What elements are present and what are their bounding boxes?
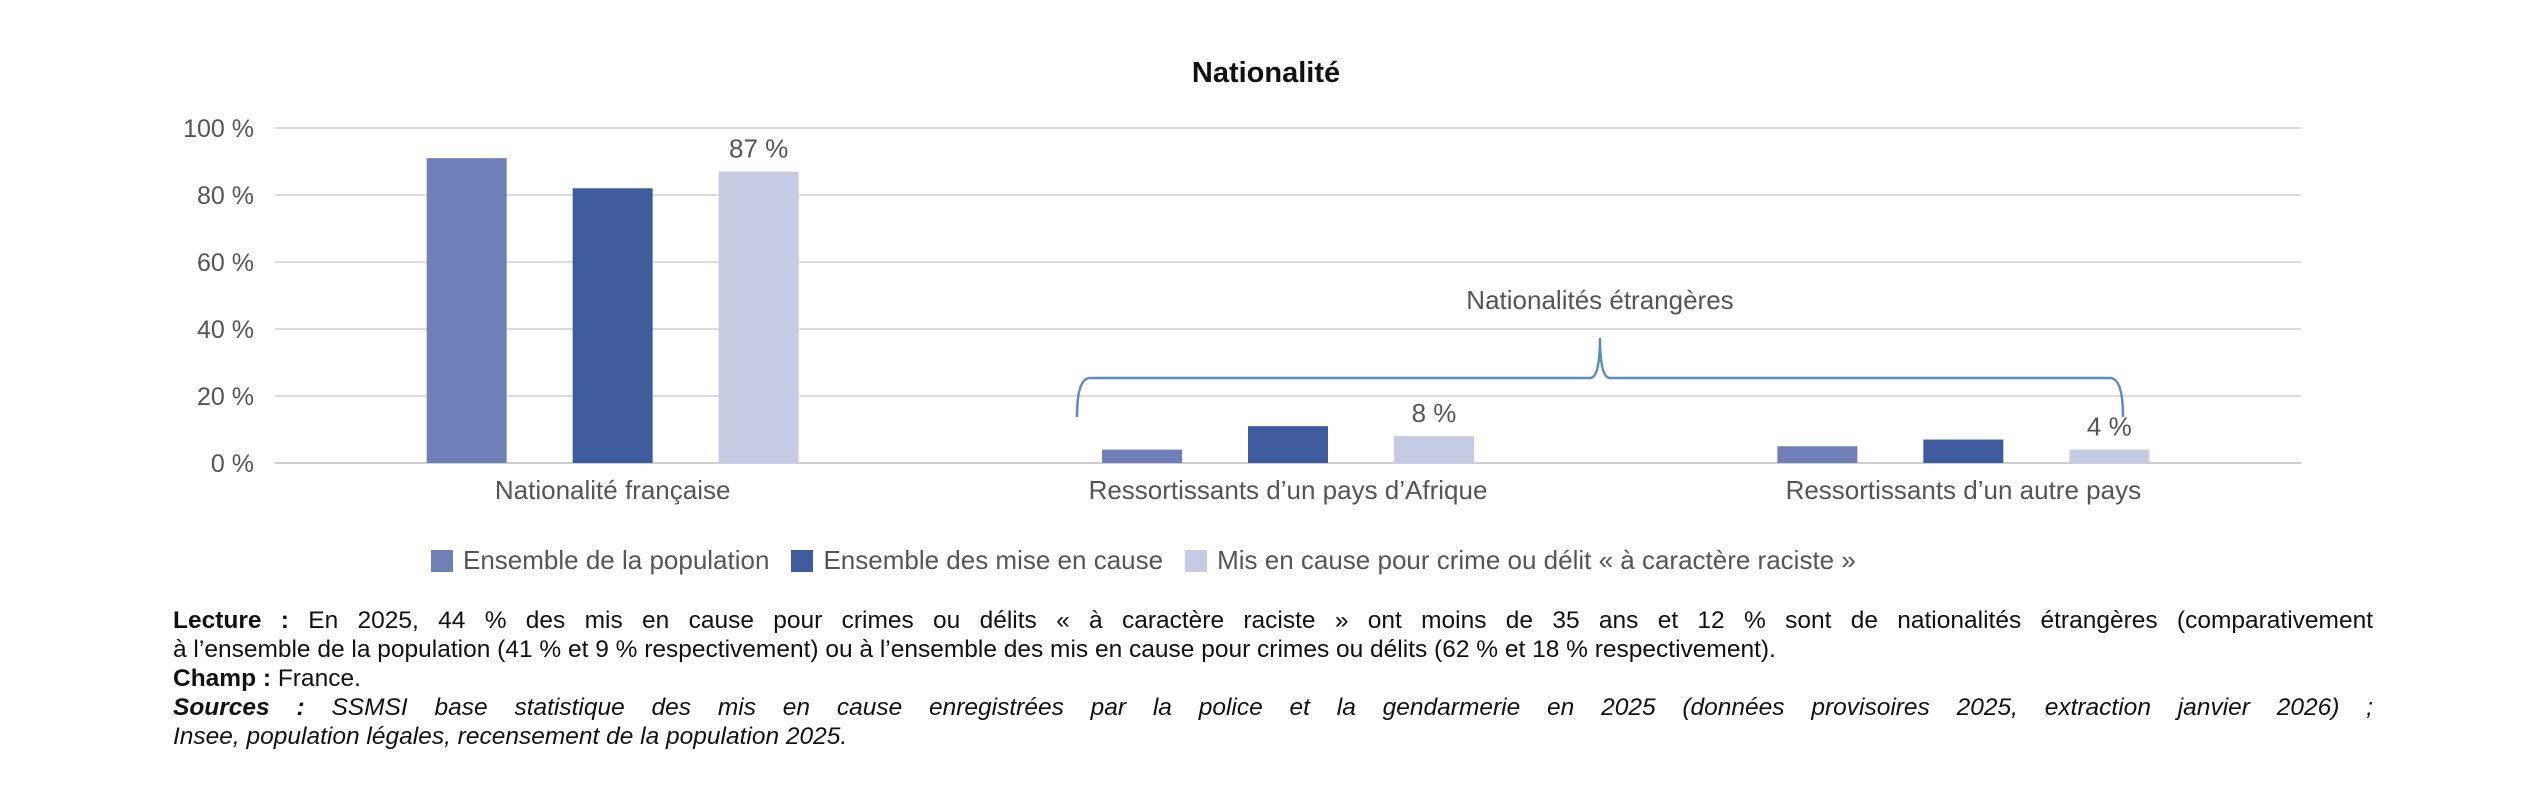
y-tick-label: 80 % — [197, 182, 254, 210]
legend-label: Mis en cause pour crime ou délit « à car… — [1217, 545, 1856, 575]
category-label: Ressortissants d’un pays d’Afrique — [1089, 475, 1488, 505]
legend-item-population: Ensemble de la population — [431, 545, 769, 576]
sources-text: SSMSI base statistique des mis en cause … — [331, 694, 2373, 721]
y-tick-label: 0 % — [211, 450, 254, 478]
sources-line-1: Sources : SSMSI base statistique des mis… — [173, 693, 2373, 722]
y-axis-ticks: 0 % 20 % 40 % 60 % 80 % 100 % — [183, 115, 254, 478]
champ-line: Champ : France. — [173, 664, 2373, 693]
y-tick-label: 60 % — [197, 249, 254, 277]
bar — [1923, 439, 2004, 463]
sources-text-2: Insee, population légales, recensement d… — [173, 723, 848, 750]
legend-swatch — [791, 549, 814, 572]
bar — [1777, 446, 1858, 463]
category-labels: Nationalité française Ressortissants d’un… — [495, 475, 2141, 505]
data-label: 4 % — [2087, 412, 2132, 442]
lecture-line-1: Lecture : En 2025, 44 % des mis en cause… — [173, 606, 2373, 635]
legend-label: Ensemble de la population — [463, 545, 770, 575]
y-tick-label: 100 % — [183, 115, 254, 143]
bar — [2069, 449, 2150, 463]
bar — [718, 171, 799, 464]
chart-notes: Lecture : En 2025, 44 % des mis en cause… — [173, 606, 2373, 751]
bar — [572, 188, 653, 464]
legend-label: Ensemble des mise en cause — [823, 545, 1164, 575]
bar — [1394, 436, 1474, 463]
lecture-text: En 2025, 44 % des mis en cause pour crim… — [308, 607, 2373, 634]
category-label: Ressortissants d’un autre pays — [1786, 475, 2142, 505]
legend-swatch — [431, 549, 453, 572]
data-label: 87 % — [729, 134, 788, 164]
foreign-nationalities-bracket — [1075, 337, 2125, 418]
legend: Ensemble de la population Ensemble des m… — [431, 545, 1878, 576]
sources-label: Sources : — [173, 694, 305, 721]
sources-line-2: Insee, population légales, recensement d… — [173, 722, 2373, 751]
chart-title: Nationalité — [1192, 57, 1340, 89]
bracket-annotation: Nationalités étrangères — [1466, 285, 1733, 315]
category-label: Nationalité française — [495, 475, 731, 505]
y-tick-label: 40 % — [197, 316, 254, 344]
bar-chart: Nationalité 0 % 20 % 40 % 60 % 80 % 100 % 87 … — [183, 57, 2301, 505]
data-labels: 87 % 8 % 4 % — [729, 134, 2132, 442]
lecture-label: Lecture : — [173, 607, 289, 634]
bar — [426, 158, 507, 463]
legend-item-raciste: Mis en cause pour crime ou délit « à car… — [1185, 545, 1856, 576]
data-label: 8 % — [1412, 398, 1457, 428]
lecture-line-2: à l’ensemble de la population (41 % et 9… — [173, 636, 1776, 663]
legend-swatch — [1185, 549, 1208, 572]
legend-item-mis-en-cause: Ensemble des mise en cause — [791, 545, 1163, 576]
champ-label: Champ : — [173, 665, 271, 692]
y-tick-label: 20 % — [197, 383, 254, 411]
bar — [1248, 426, 1328, 463]
bar — [1102, 449, 1182, 463]
bars — [426, 158, 2150, 464]
champ-text: France. — [277, 665, 361, 692]
